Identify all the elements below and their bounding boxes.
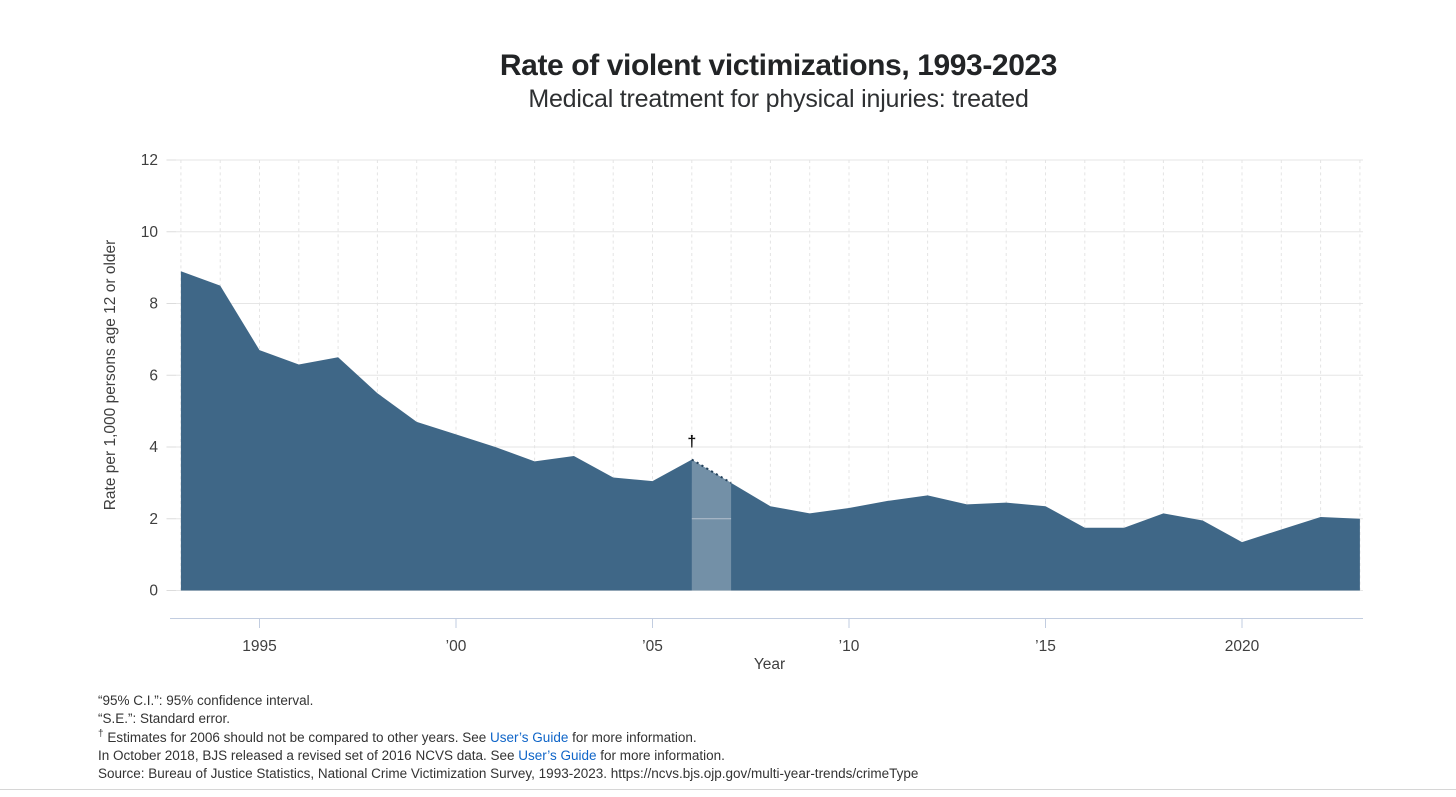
footnote-text: In October 2018, BJS released a revised … xyxy=(98,747,519,763)
highlight-band-2006 xyxy=(691,459,732,591)
dagger-footnote-marker: † xyxy=(98,728,104,740)
footnote-line: “S.E.”: Standard error. xyxy=(98,710,1198,728)
page-title: Rate of violent victimizations, 1993-202… xyxy=(499,49,1058,82)
area-series xyxy=(180,271,1360,591)
svg-text:10: 10 xyxy=(141,224,159,241)
svg-text:4: 4 xyxy=(149,439,158,456)
footnote-text: “95% C.I.”: 95% confidence interval. xyxy=(98,693,314,708)
y-axis-labels: 0 2 4 6 8 10 12 xyxy=(141,152,159,600)
page-subtitle: Medical treatment for physical injuries:… xyxy=(528,85,1029,113)
svg-text:8: 8 xyxy=(149,296,158,313)
footnote-line: “95% C.I.”: 95% confidence interval. xyxy=(98,692,1198,710)
svg-text:1995: 1995 xyxy=(242,638,276,655)
footnote-line: † Estimates for 2006 should not be compa… xyxy=(98,729,1198,747)
svg-text:’15: ’15 xyxy=(1035,638,1056,655)
svg-text:6: 6 xyxy=(149,367,158,384)
footnote-text: for more information. xyxy=(596,747,725,763)
bottom-divider xyxy=(0,789,1456,790)
dotted-segment-2006-2007 xyxy=(691,458,732,484)
footnote-text: Source: Bureau of Justice Statistics, Na… xyxy=(98,766,919,782)
y-axis-title: Rate per 1,000 persons age 12 or older xyxy=(102,240,119,511)
footnotes: “95% C.I.”: 95% confidence interval. “S.E… xyxy=(98,692,1198,783)
footnote-text: “S.E.”: Standard error. xyxy=(98,711,231,727)
svg-text:’05: ’05 xyxy=(642,638,663,655)
svg-text:2: 2 xyxy=(149,511,158,528)
users-guide-link[interactable]: User’s Guide xyxy=(490,729,569,745)
x-axis-title: Year xyxy=(754,656,785,673)
footnote-line: Source: Bureau of Justice Statistics, Na… xyxy=(98,765,1198,783)
footnote-text: Estimates for 2006 should not be compare… xyxy=(103,729,491,745)
svg-text:12: 12 xyxy=(141,152,158,169)
svg-text:2020: 2020 xyxy=(1225,638,1260,655)
footnote-text: for more information. xyxy=(568,729,697,745)
svg-text:’00: ’00 xyxy=(446,638,467,655)
chart-header: Rate of violent victimizations, 1993-202… xyxy=(0,48,1456,114)
svg-text:’10: ’10 xyxy=(839,638,860,655)
footnote-line: In October 2018, BJS released a revised … xyxy=(98,747,1198,765)
dagger-annotation: † xyxy=(687,434,696,451)
svg-text:0: 0 xyxy=(149,583,158,600)
victimization-rate-chart: † 0 2 4 6 8 10 12 Rate per 1,000 persons age 12 … xyxy=(102,152,1363,673)
users-guide-link[interactable]: User’s Guide xyxy=(518,747,597,763)
x-axis: 1995 ’00 ’05 ’10 ’15 2020 xyxy=(170,618,1363,655)
